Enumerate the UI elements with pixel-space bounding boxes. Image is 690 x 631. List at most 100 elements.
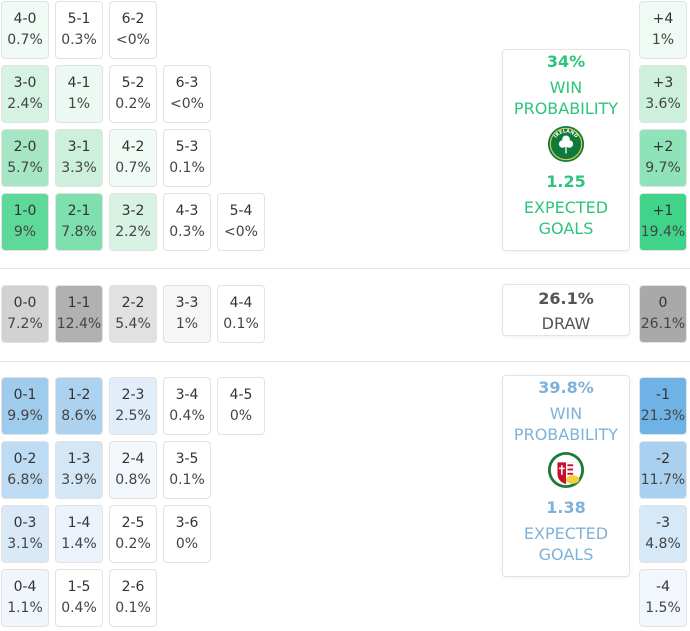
probability-label: 0.3% [169,224,205,240]
score-label: 6-3 [175,75,199,91]
probability-label: 6.8% [7,472,43,488]
probability-label: 9.7% [645,160,681,176]
score-label: 3-6 [175,515,199,531]
probability-label: 8.6% [61,408,97,424]
score-label: -1 [656,387,670,403]
probability-label: 1.1% [7,600,43,616]
score-cell: 0-2 6.8% [1,441,49,499]
score-cell: 1-4 1.4% [55,505,103,563]
probability-label: 0.4% [169,408,205,424]
margin-cell: 0 26.1% [639,285,687,343]
score-cell: 0-4 1.1% [1,569,49,627]
margin-cell: +1 19.4% [639,193,687,251]
away-expected-goals-value: 1.38 [546,498,586,517]
probability-label: 3.3% [61,160,97,176]
probability-label: 0.1% [169,160,205,176]
score-cell: 5-1 0.3% [55,1,103,59]
score-label: 2-5 [121,515,145,531]
probability-label: 9% [13,224,37,240]
score-cell: 1-0 9% [1,193,49,251]
score-label: 3-3 [175,295,199,311]
section-divider [0,268,690,269]
score-cell: 4-2 0.7% [109,129,157,187]
probability-label: 2.2% [115,224,151,240]
score-cell: 3-4 0.4% [163,377,211,435]
score-cell: 0-0 7.2% [1,285,49,343]
score-cell: 0-1 9.9% [1,377,49,435]
probability-label: 0.3% [61,32,97,48]
score-cell: 3-1 3.3% [55,129,103,187]
probability-label: 7.8% [61,224,97,240]
score-cell: 1-3 3.9% [55,441,103,499]
probability-label: 0.1% [223,316,259,332]
score-cell: 1-1 12.4% [55,285,103,343]
score-label: 4-3 [175,203,199,219]
score-label: 4-2 [121,139,145,155]
score-cell: 2-4 0.8% [109,441,157,499]
score-cell: 6-3 <0% [163,65,211,123]
score-label: 2-4 [121,451,145,467]
score-cell: 4-4 0.1% [217,285,265,343]
score-cell: 4-0 0.7% [1,1,49,59]
score-cell: 5-4 <0% [217,193,265,251]
probability-label: 21.3% [640,408,686,424]
score-label: 2-6 [121,579,145,595]
score-cell: 2-0 5.7% [1,129,49,187]
score-cell: 3-0 2.4% [1,65,49,123]
probability-label: 26.1% [640,316,686,332]
probability-label: 2.5% [115,408,151,424]
score-label: 6-2 [121,11,145,27]
score-label: 3-4 [175,387,199,403]
score-label: +2 [652,139,674,155]
probability-label: 3.6% [645,96,681,112]
score-cell: 3-3 1% [163,285,211,343]
score-cell: 5-3 0.1% [163,129,211,187]
score-cell: 4-1 1% [55,65,103,123]
home-summary-card: 34% WIN PROBABILITY IRELAND 1.25 EXPECTE… [502,49,630,251]
score-cell: 1-2 8.6% [55,377,103,435]
home-expected-goals-value: 1.25 [546,172,586,191]
score-cell: 1-5 0.4% [55,569,103,627]
score-label: 1-3 [67,451,91,467]
probability-label: 0.4% [61,600,97,616]
score-label: 1-2 [67,387,91,403]
score-label: 5-4 [229,203,253,219]
probability-label: 1% [67,96,91,112]
score-cell: 4-5 0% [217,377,265,435]
probability-label: <0% [170,96,204,112]
score-label: 3-1 [67,139,91,155]
score-cell: 3-6 0% [163,505,211,563]
probability-label: 7.2% [7,316,43,332]
probability-label: <0% [116,32,150,48]
score-label: -4 [656,579,670,595]
home-win-probability-value: 34% [546,52,586,71]
score-cell: 6-2 <0% [109,1,157,59]
probability-label: 1.5% [645,600,681,616]
score-label: 3-2 [121,203,145,219]
score-label: 2-0 [13,139,37,155]
score-cell: 3-2 2.2% [109,193,157,251]
probability-label: 4.8% [645,536,681,552]
hungary-crest-icon [547,451,585,489]
margin-cell: +2 9.7% [639,129,687,187]
score-label: +3 [652,75,674,91]
probability-label: 1.4% [61,536,97,552]
probability-label: 0.1% [115,600,151,616]
score-label: 2-1 [67,203,91,219]
probability-label: 0.7% [115,160,151,176]
probability-label: 12.4% [56,316,102,332]
score-label: 3-5 [175,451,199,467]
score-cell: 5-2 0.2% [109,65,157,123]
probability-label: 1% [651,32,675,48]
probability-label: 0.7% [7,32,43,48]
margin-cell: -4 1.5% [639,569,687,627]
score-label: 0-2 [13,451,37,467]
score-label: 4-4 [229,295,253,311]
home-win-label: WIN [549,78,583,97]
probability-label: 0% [229,408,253,424]
margin-cell: +4 1% [639,1,687,59]
away-expected-label: EXPECTED [523,524,609,543]
probability-label: 1% [175,316,199,332]
section-divider [0,361,690,362]
away-goals-label: GOALS [538,545,594,564]
